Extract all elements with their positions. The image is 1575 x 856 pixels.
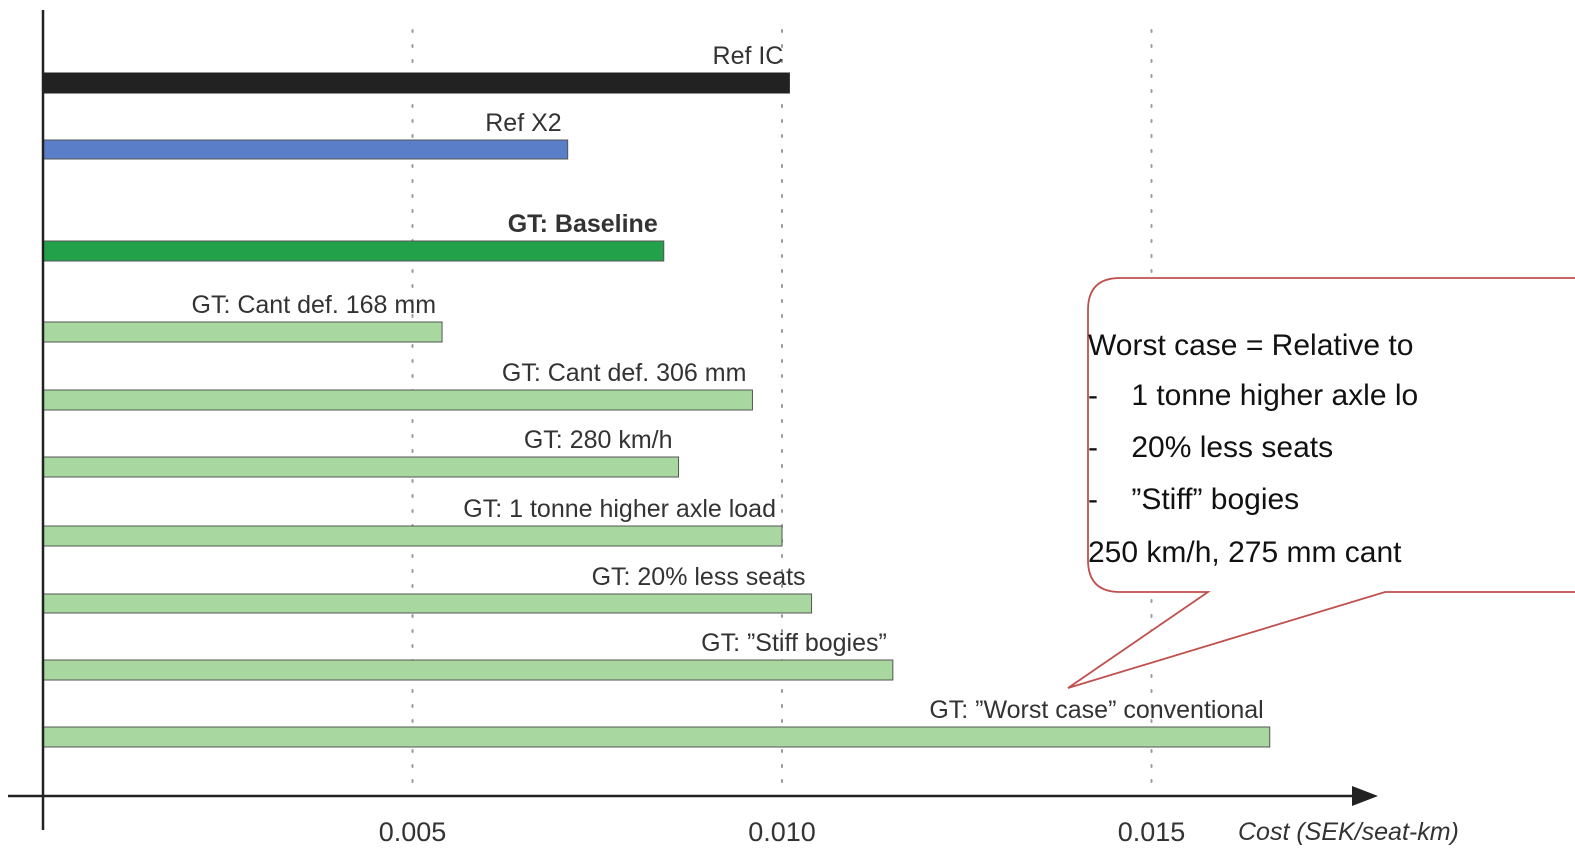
bar-label-0: Ref IC [713, 42, 784, 70]
x-tick-label-2: 0.015 [1118, 817, 1186, 847]
bar-1 [42, 139, 569, 160]
bar-label-7: GT: 20% less seats [592, 563, 806, 591]
callout-line-3: - ”Stiff” bogies [1088, 483, 1299, 516]
bar-label-5: GT: 280 km/h [524, 426, 673, 454]
bar-7 [42, 593, 813, 614]
bar-labels-group: Ref IC Ref X2 GT: Baseline GT: Cant def. 16… [192, 42, 1264, 724]
callout-line-2: - 20% less seats [1088, 431, 1333, 464]
bar-9 [42, 726, 1271, 748]
bar-label-4: GT: Cant def. 306 mm [502, 359, 747, 387]
bar-label-8: GT: ”Stiff bogies” [701, 629, 887, 657]
x-axis-title: Cost (SEK/seat-km) [1238, 818, 1459, 846]
bars-group [42, 72, 1271, 748]
bar-6 [42, 525, 783, 547]
bar-0 [42, 72, 790, 94]
callout-bubble [1067, 277, 1575, 689]
callout-line-1: - 1 tonne higher axle lo [1088, 379, 1418, 412]
bar-label-6: GT: 1 tonne higher axle load [463, 495, 776, 523]
x-axis-arrowhead [1352, 786, 1378, 806]
x-tick-label-0: 0.005 [379, 817, 447, 847]
axes [8, 10, 1378, 830]
bar-label-1: Ref X2 [485, 109, 561, 137]
bar-3 [42, 321, 443, 343]
x-tick-labels: 0.005 0.010 0.015 [379, 817, 1186, 847]
x-tick-label-1: 0.010 [748, 817, 816, 847]
bar-8 [42, 659, 894, 681]
callout-line-0: Worst case = Relative to [1088, 329, 1413, 362]
bar-4 [42, 389, 753, 411]
callout-text: Worst case = Relative to - 1 tonne higher… [1088, 329, 1418, 569]
callout-line-4: 250 km/h, 275 mm cant [1088, 536, 1402, 569]
annotation-callout: Worst case = Relative to - 1 tonne higher… [1067, 277, 1575, 689]
bar-label-3: GT: Cant def. 168 mm [192, 291, 437, 319]
bar-5 [42, 456, 680, 478]
bar-label-9: GT: ”Worst case” conventional [929, 696, 1263, 724]
bar-label-2: GT: Baseline [508, 210, 658, 238]
bar-2 [42, 240, 665, 262]
